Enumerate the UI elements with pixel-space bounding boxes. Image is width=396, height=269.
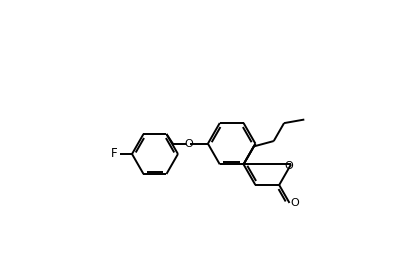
Text: O: O [184,139,193,149]
Text: O: O [285,161,293,171]
Text: O: O [290,198,299,208]
Text: F: F [111,147,118,161]
